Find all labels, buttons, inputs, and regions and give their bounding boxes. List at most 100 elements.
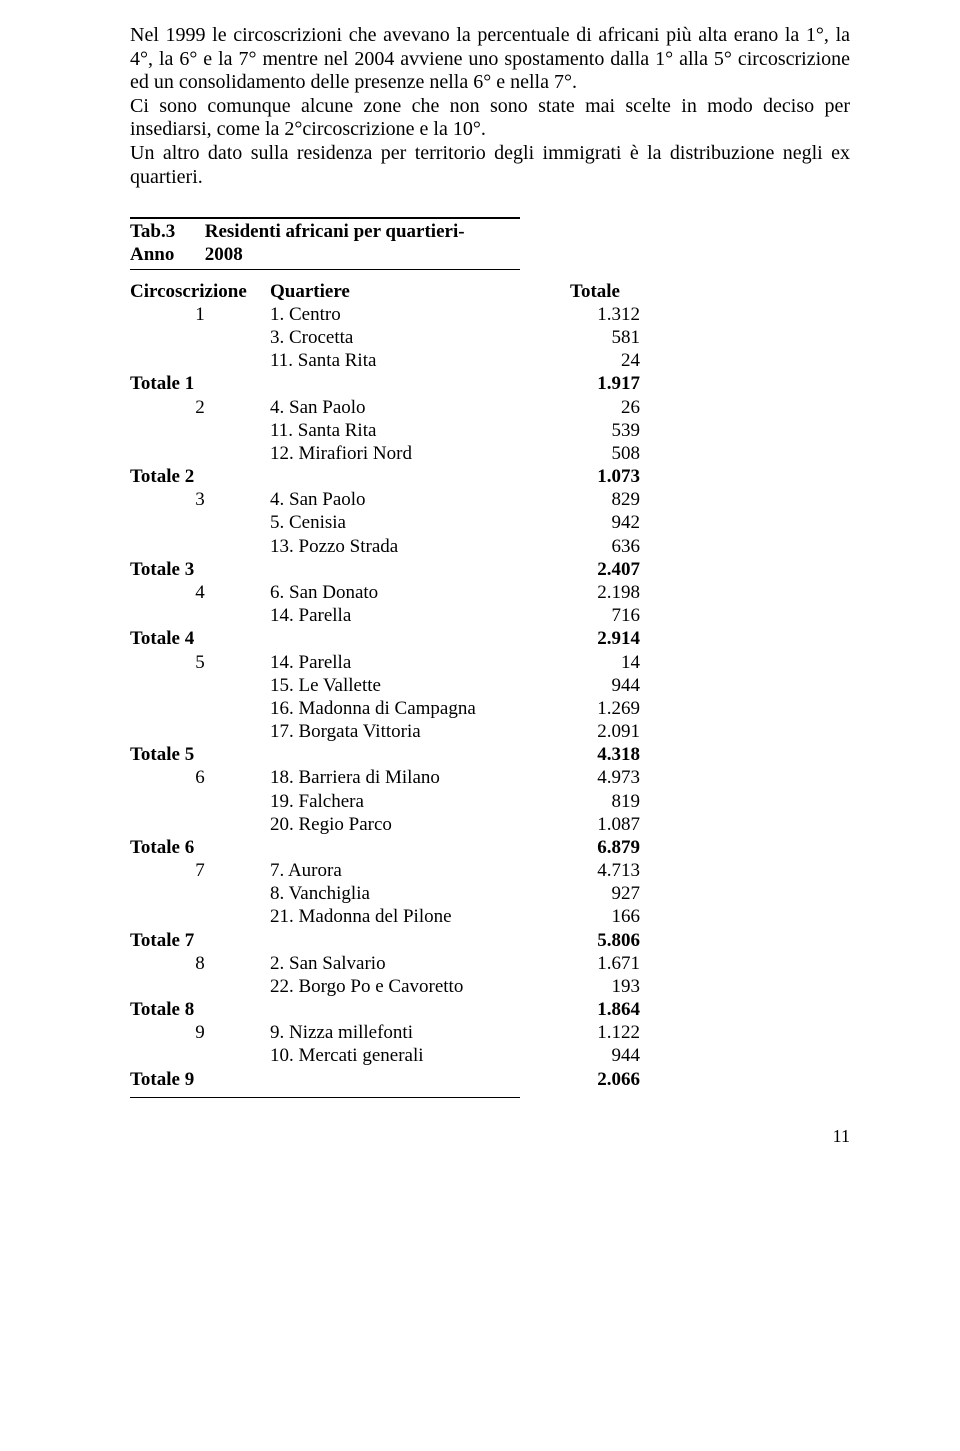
table-row: Totale 42.914 xyxy=(130,627,640,650)
cell-circoscrizione xyxy=(130,349,270,372)
cell-quartiere: 14. Parella xyxy=(270,604,550,627)
cell-quartiere: 11. Santa Rita xyxy=(270,349,550,372)
cell-quartiere: 15. Le Vallette xyxy=(270,674,550,697)
table-row: 514. Parella14 xyxy=(130,651,640,674)
header-circoscrizione: Circoscrizione xyxy=(130,280,270,303)
cell-quartiere: 8. Vanchiglia xyxy=(270,882,550,905)
cell-circoscrizione: 4 xyxy=(130,581,270,604)
cell-quartiere: 16. Madonna di Campagna xyxy=(270,697,550,720)
table-row: 3. Crocetta581 xyxy=(130,326,640,349)
cell-quartiere: 9. Nizza millefonti xyxy=(270,1021,550,1044)
table-row: 10. Mercati generali944 xyxy=(130,1044,640,1067)
header-quartiere: Quartiere xyxy=(270,280,550,303)
cell-circoscrizione xyxy=(130,697,270,720)
table-row: 21. Madonna del Pilone166 xyxy=(130,905,640,928)
cell-totale: 819 xyxy=(550,790,640,813)
caption-year-label: Anno xyxy=(130,244,200,267)
cell-totale: 716 xyxy=(550,604,640,627)
table-row: 99. Nizza millefonti1.122 xyxy=(130,1021,640,1044)
cell-quartiere: 1. Centro xyxy=(270,303,550,326)
table-row: 15. Le Vallette944 xyxy=(130,674,640,697)
cell-circoscrizione: 2 xyxy=(130,396,270,419)
cell-quartiere: 5. Cenisia xyxy=(270,511,550,534)
table-row: Totale 81.864 xyxy=(130,998,640,1021)
cell-totale: 636 xyxy=(550,535,640,558)
table-row: 24. San Paolo26 xyxy=(130,396,640,419)
cell-totale: 1.087 xyxy=(550,813,640,836)
cell-quartiere: 22. Borgo Po e Cavoretto xyxy=(270,975,550,998)
cell-quartiere: 17. Borgata Vittoria xyxy=(270,720,550,743)
cell-totale: 1.671 xyxy=(550,952,640,975)
table-row: Totale 75.806 xyxy=(130,929,640,952)
table-row: 82. San Salvario1.671 xyxy=(130,952,640,975)
table-row: 13. Pozzo Strada636 xyxy=(130,535,640,558)
table-row: 19. Falchera819 xyxy=(130,790,640,813)
cell-quartiere: 7. Aurora xyxy=(270,859,550,882)
total-label: Totale 4 xyxy=(130,627,550,650)
cell-circoscrizione xyxy=(130,790,270,813)
table-row: 5. Cenisia942 xyxy=(130,511,640,534)
cell-circoscrizione xyxy=(130,1044,270,1067)
cell-totale: 4.713 xyxy=(550,859,640,882)
total-value: 1.864 xyxy=(550,998,640,1021)
cell-circoscrizione: 8 xyxy=(130,952,270,975)
cell-totale: 26 xyxy=(550,396,640,419)
cell-quartiere: 12. Mirafiori Nord xyxy=(270,442,550,465)
cell-quartiere: 19. Falchera xyxy=(270,790,550,813)
data-table: Circoscrizione Quartiere Totale 1 1. Cent… xyxy=(130,280,640,1091)
total-value: 2.914 xyxy=(550,627,640,650)
total-value: 6.879 xyxy=(550,836,640,859)
table-row: 46. San Donato2.198 xyxy=(130,581,640,604)
cell-circoscrizione: 6 xyxy=(130,766,270,789)
cell-totale: 508 xyxy=(550,442,640,465)
table-row: 34. San Paolo829 xyxy=(130,488,640,511)
total-label: Totale 6 xyxy=(130,836,550,859)
cell-quartiere: 13. Pozzo Strada xyxy=(270,535,550,558)
cell-totale: 539 xyxy=(550,419,640,442)
total-value: 1.073 xyxy=(550,465,640,488)
table-row: 12. Mirafiori Nord508 xyxy=(130,442,640,465)
table-row: 11. Santa Rita24 xyxy=(130,349,640,372)
table-row: 14. Parella716 xyxy=(130,604,640,627)
cell-circoscrizione xyxy=(130,326,270,349)
total-value: 2.407 xyxy=(550,558,640,581)
table-row: Totale 32.407 xyxy=(130,558,640,581)
cell-quartiere: 3. Crocetta xyxy=(270,326,550,349)
cell-quartiere: 18. Barriera di Milano xyxy=(270,766,550,789)
cell-circoscrizione xyxy=(130,720,270,743)
cell-circoscrizione xyxy=(130,604,270,627)
total-label: Totale 7 xyxy=(130,929,550,952)
total-value: 2.066 xyxy=(550,1068,640,1091)
cell-totale: 1.269 xyxy=(550,697,640,720)
cell-circoscrizione: 5 xyxy=(130,651,270,674)
total-label: Totale 5 xyxy=(130,743,550,766)
cell-circoscrizione xyxy=(130,419,270,442)
cell-totale: 942 xyxy=(550,511,640,534)
cell-circoscrizione xyxy=(130,511,270,534)
cell-quartiere: 10. Mercati generali xyxy=(270,1044,550,1067)
table-row: 17. Borgata Vittoria2.091 xyxy=(130,720,640,743)
table-row: Totale 21.073 xyxy=(130,465,640,488)
table-rule-bottom xyxy=(130,1097,520,1098)
header-totale: Totale xyxy=(550,280,640,303)
table-row: 8. Vanchiglia927 xyxy=(130,882,640,905)
cell-quartiere: 21. Madonna del Pilone xyxy=(270,905,550,928)
total-label: Totale 1 xyxy=(130,372,550,395)
table-row: Totale 92.066 xyxy=(130,1068,640,1091)
caption-title: Residenti africani per quartieri- xyxy=(205,221,465,242)
cell-circoscrizione: 3 xyxy=(130,488,270,511)
cell-quartiere: 4. San Paolo xyxy=(270,488,550,511)
total-value: 1.917 xyxy=(550,372,640,395)
cell-quartiere: 6. San Donato xyxy=(270,581,550,604)
table-row: 16. Madonna di Campagna1.269 xyxy=(130,697,640,720)
table-row: 77. Aurora4.713 xyxy=(130,859,640,882)
cell-totale: 927 xyxy=(550,882,640,905)
total-label: Totale 2 xyxy=(130,465,550,488)
cell-totale: 2.198 xyxy=(550,581,640,604)
table-row: 11. Santa Rita539 xyxy=(130,419,640,442)
cell-totale: 24 xyxy=(550,349,640,372)
cell-quartiere: 20. Regio Parco xyxy=(270,813,550,836)
cell-totale: 166 xyxy=(550,905,640,928)
caption-tab-label: Tab.3 xyxy=(130,221,200,244)
total-value: 4.318 xyxy=(550,743,640,766)
